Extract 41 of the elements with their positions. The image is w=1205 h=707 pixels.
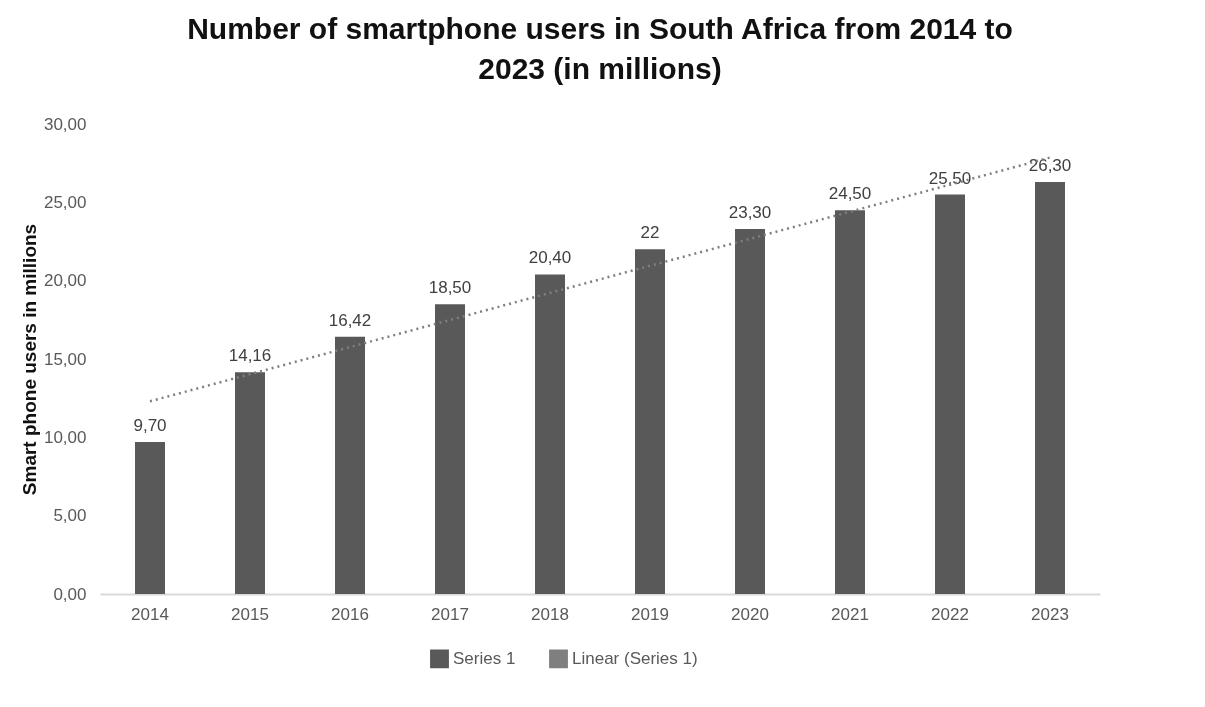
x-tick-label: 2023	[1031, 604, 1069, 624]
data-label: 22	[640, 223, 660, 243]
legend-label: Series 1	[453, 648, 516, 668]
y-tick-label: 30,00	[43, 114, 87, 134]
y-tick-label: 20,00	[43, 271, 87, 291]
data-label: 14,16	[228, 346, 272, 366]
bar	[835, 210, 865, 594]
y-tick-label: 10,00	[43, 427, 87, 447]
data-label: 20,40	[528, 248, 572, 268]
y-tick-label: 25,00	[43, 192, 87, 212]
x-tick-label: 2017	[431, 604, 469, 624]
y-tick-label: 15,00	[43, 349, 87, 369]
x-tick-label: 2014	[131, 604, 169, 624]
bar	[935, 194, 965, 594]
x-tick-label: 2016	[331, 604, 369, 624]
x-tick-label: 2019	[631, 604, 669, 624]
bar	[735, 228, 765, 594]
x-tick-label: 2020	[731, 604, 769, 624]
bar	[535, 274, 565, 594]
bar	[1035, 181, 1065, 594]
bar	[435, 304, 465, 594]
bar	[635, 249, 665, 594]
x-tick-label: 2021	[831, 604, 869, 624]
bar	[335, 336, 365, 594]
data-label: 23,30	[728, 202, 772, 222]
y-tick-label: 5,00	[53, 506, 87, 526]
data-label: 25,50	[928, 168, 972, 188]
chart-title: Number of smartphone users in South Africa from 2014 to 2023 (in millions)	[187, 12, 1013, 85]
y-tick-label: 0,00	[53, 584, 87, 604]
y-axis-title: Smart phone users in millions	[18, 223, 40, 496]
data-label: 9,70	[133, 416, 167, 436]
data-label: 26,30	[1028, 155, 1072, 175]
x-tick-label: 2015	[231, 604, 269, 624]
data-label: 18,50	[428, 278, 472, 298]
x-tick-label: 2018	[531, 604, 569, 624]
data-label: 24,50	[828, 184, 872, 204]
x-tick-label: 2022	[931, 604, 969, 624]
bar	[235, 372, 265, 594]
data-label: 16,42	[328, 310, 372, 330]
bar	[135, 442, 165, 594]
legend-label: Linear (Series 1)	[572, 648, 698, 668]
